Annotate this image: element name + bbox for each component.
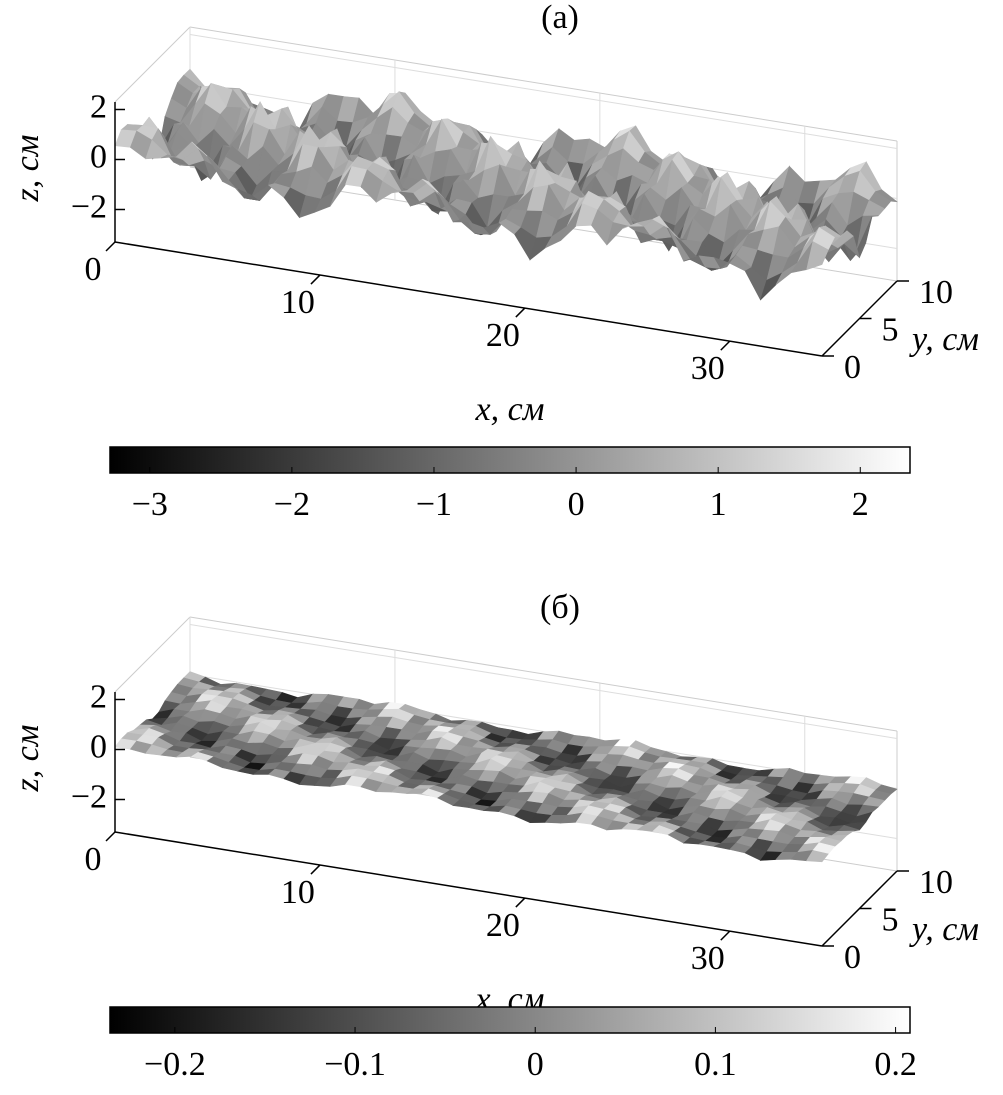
x-axis: [114, 831, 823, 947]
x-tick-label: 10: [281, 874, 315, 911]
y-tick-label: 10: [919, 274, 953, 311]
title: (б): [540, 589, 580, 626]
colorbar-tick-label: 0: [527, 1046, 544, 1083]
x-tick-label: 30: [691, 350, 725, 387]
x-tick-label: 20: [486, 907, 520, 944]
y-axis-label: y, см: [909, 911, 979, 948]
y-tick-label: 0: [844, 349, 861, 386]
colorbar-tick-label: −0.2: [144, 1046, 206, 1083]
colorbar: [109, 1006, 911, 1034]
y-axis-label: y, см: [909, 321, 979, 358]
colorbar-tick-label: 0: [568, 486, 585, 523]
y-tick-label: 5: [882, 901, 899, 938]
x-tick: [720, 340, 731, 351]
x-tick-label: 10: [281, 284, 315, 321]
colorbar-tick-label: −0.1: [324, 1046, 386, 1083]
box-edge: [114, 26, 191, 103]
surface-cell: [806, 850, 829, 863]
z-tick-label: 0: [90, 728, 107, 765]
x-tick: [720, 930, 731, 941]
x-axis: [114, 241, 823, 357]
surface-cell: [806, 241, 829, 271]
box-edge: [189, 26, 898, 142]
z-axis-label: z, см: [9, 724, 46, 792]
z-tick-label: 0: [90, 138, 107, 175]
x-tick: [515, 897, 526, 908]
x-tick-label: 0: [85, 841, 102, 878]
colorbar-tick-label: −3: [132, 486, 168, 523]
x-axis-label: x, см: [475, 391, 545, 428]
colorbar-tick-label: 0.1: [694, 1046, 737, 1083]
grid-line: [189, 624, 898, 739]
z-tick-label: −2: [71, 778, 107, 815]
box-edge: [189, 616, 898, 732]
x-tick: [105, 831, 116, 842]
colorbar-tick-label: 2: [852, 486, 869, 523]
y-tick-label: 0: [844, 939, 861, 976]
y-tick-label: 10: [919, 864, 953, 901]
y-tick-label: 5: [882, 311, 899, 348]
colorbar-tick-label: 1: [710, 486, 727, 523]
x-tick-label: 0: [85, 251, 102, 288]
z-tick-label: 2: [90, 678, 107, 715]
x-tick-label: 20: [486, 317, 520, 354]
box-edge: [114, 616, 191, 693]
z-tick-label: −2: [71, 188, 107, 225]
z-axis-label: z, см: [9, 134, 46, 202]
x-tick: [515, 307, 526, 318]
z-tick-label: 2: [90, 88, 107, 125]
colorbar: [109, 446, 911, 474]
grid-line: [189, 34, 898, 149]
x-tick: [310, 864, 321, 875]
colorbar-tick-label: −2: [274, 486, 310, 523]
x-tick: [105, 241, 116, 252]
title: (a): [541, 0, 579, 36]
colorbar-tick-label: −1: [416, 486, 452, 523]
x-tick-label: 30: [691, 940, 725, 977]
x-tick: [310, 274, 321, 285]
colorbar-tick-label: 0.2: [874, 1046, 917, 1083]
